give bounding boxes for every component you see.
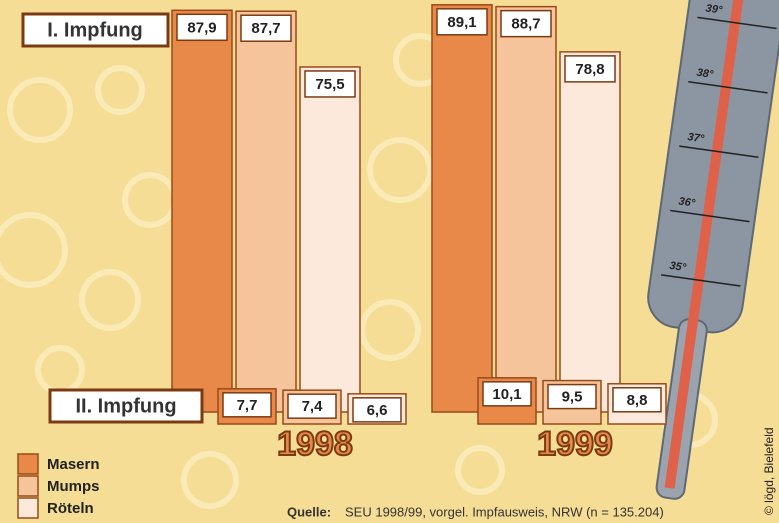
bar [496, 7, 556, 412]
thermometer-label: 37° [687, 131, 706, 145]
second-value-label: 8,8 [627, 392, 648, 409]
thermometer-label: 38° [696, 67, 715, 81]
second-value-label: 9,5 [562, 389, 583, 406]
legend-label: Mumps [47, 478, 100, 495]
value-label: 88,7 [511, 16, 540, 33]
legend-swatch [18, 476, 38, 496]
source: SEU 1998/99, vorgel. Impfausweis, NRW (n… [345, 504, 664, 519]
thermometer-label: 36° [678, 196, 697, 210]
chart: 39° 38° 37° 36° 35° 87,9 87,7 75,5 89,1 88,7 78,8… [0, 0, 779, 523]
second-value-label: 7,4 [302, 398, 324, 415]
bar [432, 5, 492, 412]
legend-swatch [18, 498, 38, 518]
value-label: 87,9 [187, 19, 216, 36]
value-label: 87,7 [251, 20, 280, 37]
value-label: 78,8 [575, 61, 604, 78]
legend-label: Masern [47, 456, 100, 473]
second-label: II. Impfung [75, 395, 176, 417]
source-label: Quelle: [287, 504, 331, 519]
value-label: 89,1 [447, 14, 476, 31]
value-label: 75,5 [315, 76, 344, 93]
thermometer-label: 35° [669, 260, 688, 274]
second-label-box: II. Impfung [50, 390, 202, 422]
thermometer-label: 39° [705, 2, 724, 16]
bar [300, 67, 360, 412]
legend-label: Röteln [47, 500, 94, 517]
first-label-box: I. Impfung [23, 14, 168, 46]
first-label: I. Impfung [47, 19, 143, 41]
second-value-label: 10,1 [492, 386, 521, 403]
second-value-label: 7,7 [237, 397, 258, 414]
bar [172, 10, 232, 412]
bar [560, 52, 620, 412]
legend-swatch [18, 454, 38, 474]
second-value-label: 6,6 [367, 402, 388, 419]
bar [236, 11, 296, 412]
credit: © lögd, Bielefeld [762, 427, 776, 515]
category-label: 1999 [537, 425, 613, 463]
category-label: 1998 [277, 425, 353, 463]
